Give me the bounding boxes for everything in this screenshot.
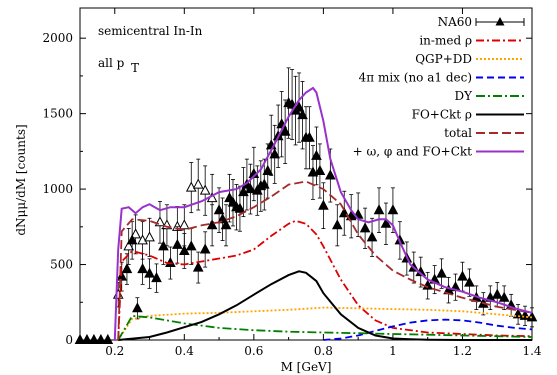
y-tick-label: 0 — [65, 333, 73, 347]
data-point — [234, 202, 246, 213]
legend: NA60 in-med ρ QGP+DD 4π mix (no a1 dec) DY FO… — [353, 15, 525, 159]
data-point — [359, 222, 371, 233]
data-point-open — [130, 228, 141, 239]
data-point — [491, 288, 503, 299]
data-point-open — [137, 234, 148, 245]
data-point — [269, 148, 281, 159]
data-point — [102, 333, 114, 344]
legend-entry: QGP+DD — [415, 52, 524, 66]
data-point — [331, 219, 343, 230]
plot-frame — [79, 7, 533, 341]
x-tick-label: 1.4 — [522, 344, 541, 358]
x-tick-label: 1.2 — [453, 344, 472, 358]
legend-label: in-med ρ — [419, 34, 472, 48]
data-point-open — [199, 184, 211, 195]
data-point — [220, 219, 232, 230]
x-tick-label: 0.4 — [175, 344, 194, 358]
data-point — [132, 302, 143, 313]
y-tick-label: 1500 — [42, 107, 73, 121]
legend-label: 4π mix (no a1 dec) — [359, 71, 472, 85]
data-point — [436, 267, 447, 278]
data-point-open — [192, 178, 204, 189]
legend-label: total — [444, 126, 472, 140]
annotation-pt: all p — [98, 56, 125, 70]
x-tick-label: 0.2 — [105, 344, 124, 358]
data-point — [206, 219, 218, 230]
data-point-open — [178, 219, 190, 230]
series-line — [118, 270, 532, 341]
data-point-open — [185, 181, 197, 192]
legend-label: + ω, φ and FO+Ckt — [353, 145, 473, 159]
data-point — [217, 213, 228, 224]
data-point — [137, 263, 148, 274]
data-point-open — [144, 231, 155, 242]
data-point — [304, 131, 315, 142]
legend-entry: DY — [454, 89, 524, 103]
data-point — [464, 276, 475, 287]
data-point — [262, 164, 274, 175]
annotation-pt-subscript: T — [131, 61, 139, 75]
series-line — [323, 318, 533, 341]
data-point — [121, 263, 133, 274]
data-point — [144, 267, 155, 278]
data-point — [457, 270, 468, 281]
data-point — [311, 149, 322, 160]
data-point — [213, 204, 225, 215]
data-point-open — [154, 216, 166, 227]
data-point — [380, 217, 392, 228]
data-point — [245, 183, 256, 194]
legend-marker — [495, 17, 505, 26]
data-point — [297, 109, 308, 120]
data-point — [158, 240, 169, 251]
data-point — [373, 204, 385, 215]
legend-entry: + ω, φ and FO+Ckt — [353, 145, 524, 159]
model-curves-layer — [113, 86, 533, 341]
data-point — [172, 238, 183, 249]
y-tick-label: 1000 — [42, 182, 73, 196]
legend-entry: NA60 — [438, 15, 525, 29]
data-point — [325, 169, 336, 180]
x-tick-label: 1 — [389, 344, 397, 358]
x-tick-label: 0.6 — [244, 344, 263, 358]
annotation-sample: semicentral In-In — [98, 24, 203, 38]
data-point — [387, 204, 399, 215]
data-point — [185, 240, 197, 251]
legend-entry: in-med ρ — [419, 34, 524, 48]
data-point — [199, 243, 211, 254]
data-point — [498, 291, 510, 302]
legend-label: QGP+DD — [415, 52, 472, 66]
data-point — [81, 333, 93, 344]
data-point — [279, 125, 291, 136]
data-point — [126, 234, 138, 245]
data-point — [314, 164, 326, 175]
data-point — [293, 101, 305, 112]
data-point — [88, 333, 100, 344]
data-point — [95, 333, 107, 344]
series-line — [117, 306, 533, 341]
legend-label: FO+Ckt ρ — [412, 108, 472, 122]
data-point-open — [123, 240, 135, 251]
y-tick-label: 500 — [50, 258, 73, 272]
data-point — [151, 272, 162, 283]
x-axis-title: M [GeV] — [281, 360, 332, 374]
data-point — [318, 199, 329, 210]
y-tick-label: 2000 — [42, 31, 73, 45]
series-line — [113, 86, 533, 341]
x-tick-label: 0.8 — [314, 344, 333, 358]
data-point — [238, 186, 249, 197]
legend-label: DY — [454, 89, 473, 103]
axis-ticks: 0.2 0.4 0.6 0.8 1 1.2 1.4 0 500 1000 1500 2000 — [42, 8, 542, 358]
series-line — [117, 314, 533, 341]
data-point — [192, 261, 204, 272]
y-axis-title: dNμμ/dM [counts] — [14, 124, 28, 235]
legend-entry: total — [444, 126, 524, 140]
series-line — [117, 180, 533, 341]
legend-label: NA60 — [438, 15, 472, 29]
data-point — [366, 231, 378, 242]
data-point — [258, 178, 270, 189]
legend-entry: FO+Ckt ρ — [412, 108, 524, 122]
data-point — [74, 333, 86, 344]
legend-entry: 4π mix (no a1 dec) — [359, 71, 524, 85]
